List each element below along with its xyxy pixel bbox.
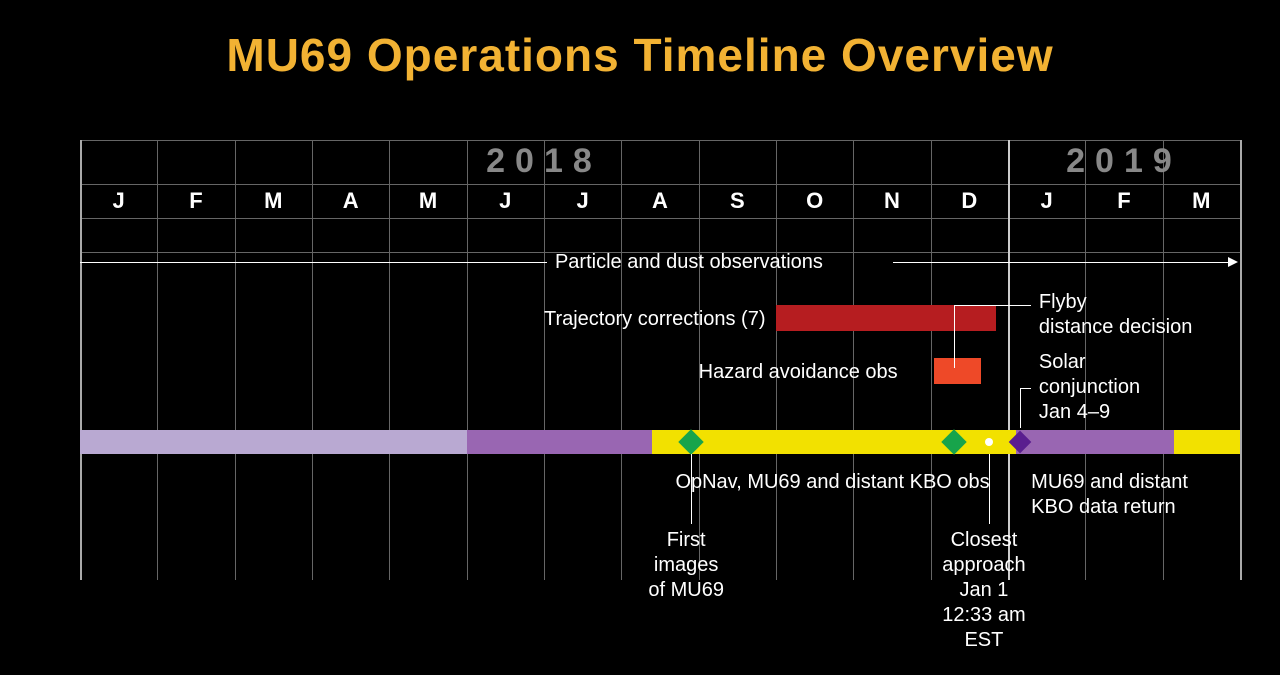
month-label: J (80, 188, 157, 214)
page-title: MU69 Operations Timeline Overview (0, 28, 1280, 82)
year-label: 2018 (414, 142, 674, 181)
month-label: F (157, 188, 234, 214)
month-label: J (1008, 188, 1085, 214)
month-label: S (699, 188, 776, 214)
month-label: J (467, 188, 544, 214)
phase-band (1016, 430, 1175, 454)
annotation-label: Flyby distance decision (1039, 290, 1192, 340)
grid-line (1240, 140, 1242, 580)
leader-line (954, 305, 1031, 306)
month-label: A (312, 188, 389, 214)
gantt-bar (776, 305, 996, 331)
dot-icon (985, 438, 993, 446)
phase-band (467, 430, 653, 454)
month-label: O (776, 188, 853, 214)
bar-label: Trajectory corrections (7) (544, 307, 766, 332)
leader-line (1020, 388, 1021, 428)
annotation-label: MU69 and distant KBO data return (1031, 470, 1188, 520)
timeline-chart: 20182019 JFMAMJJASONDJFM Particle and du… (80, 140, 1240, 580)
month-label: A (621, 188, 698, 214)
arrow-line (893, 262, 1228, 263)
annotation-label: First images of MU69 (648, 528, 724, 603)
grid-line (80, 218, 1240, 219)
arrow-line (80, 262, 547, 263)
gantt-bar (934, 358, 980, 384)
annotation-label: Closest approach Jan 1 12:33 am EST (942, 528, 1025, 653)
month-label: F (1085, 188, 1162, 214)
bar-label: Hazard avoidance obs (699, 360, 898, 385)
month-label: M (1163, 188, 1240, 214)
leader-line (989, 454, 990, 524)
leader-line (691, 454, 692, 524)
phase-band (80, 430, 467, 454)
month-label: D (931, 188, 1008, 214)
month-label: N (853, 188, 930, 214)
month-label: M (389, 188, 466, 214)
phase-band (1174, 430, 1240, 454)
arrow-label: Particle and dust observations (555, 250, 823, 275)
annotation-label: Solar conjunction Jan 4–9 (1039, 350, 1140, 425)
leader-line (1020, 388, 1032, 389)
annotation-label: OpNav, MU69 and distant KBO obs (675, 470, 989, 495)
leader-line (954, 305, 955, 368)
grid-line (80, 140, 1240, 141)
month-label: M (235, 188, 312, 214)
grid-line (80, 184, 1240, 185)
month-label: J (544, 188, 621, 214)
arrow-head-icon (1228, 257, 1238, 267)
year-label: 2019 (994, 142, 1254, 181)
